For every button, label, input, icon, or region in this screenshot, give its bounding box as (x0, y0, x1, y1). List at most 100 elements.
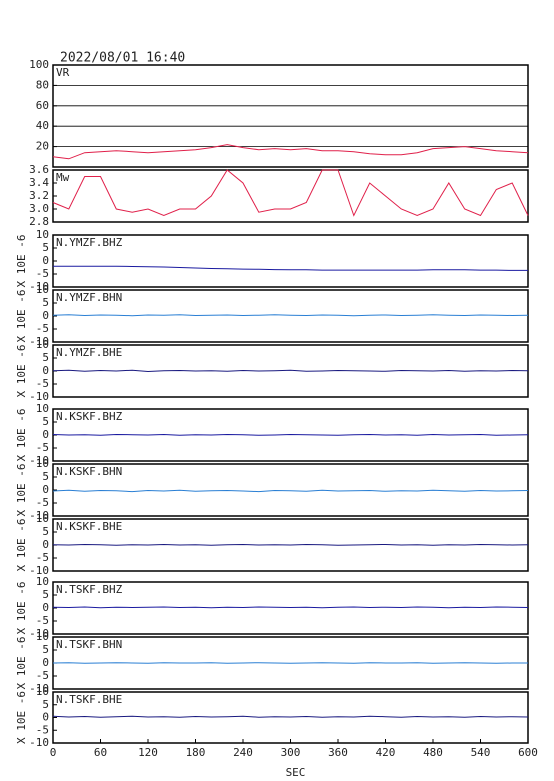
x-tick-label: 420 (376, 746, 396, 759)
y-tick-label: 5 (42, 415, 49, 428)
y-tick-label: 10 (36, 402, 49, 415)
y-tick-label: 3.2 (29, 189, 49, 202)
y-tick-label: -10 (29, 627, 49, 640)
y-tick-label: -5 (36, 267, 49, 280)
data-line (52, 169, 529, 217)
y-tick-label: -5 (36, 496, 49, 509)
x-axis-label: SEC (286, 766, 306, 779)
y-tick-label: 0 (42, 483, 49, 496)
y-tick-label: 10 (36, 630, 49, 643)
y-axis-label: X 10E -6 (15, 637, 28, 690)
y-tick-label: 10 (36, 338, 49, 351)
y-tick-label: -10 (29, 280, 49, 293)
panel-frame (52, 64, 529, 168)
x-tick-label: 480 (423, 746, 443, 759)
y-tick-label: 5 (42, 470, 49, 483)
y-tick-label: 40 (36, 119, 49, 132)
y-tick-label: 5 (42, 241, 49, 254)
y-tick-label: 20 (36, 140, 49, 153)
panel-label: VR (56, 66, 70, 79)
panel-frame (52, 581, 529, 635)
chart-title: 2022/08/01 16:40 (60, 51, 185, 66)
x-tick-label: 0 (50, 746, 57, 759)
y-tick-label: 0 (42, 309, 49, 322)
y-tick-label: -10 (29, 390, 49, 403)
y-tick-label: -10 (29, 454, 49, 467)
y-tick-label: 0 (42, 538, 49, 551)
panel-label: N.TSKF.BHE (56, 693, 122, 706)
y-tick-label: 0 (42, 711, 49, 724)
y-axis-label: X 10E -6 (15, 345, 28, 398)
data-line (52, 314, 529, 317)
y-tick-label: 2.8 (29, 215, 49, 228)
y-tick-label: 0 (42, 254, 49, 267)
y-tick-label: 10 (36, 283, 49, 296)
panel-frame (52, 344, 529, 398)
y-tick-label: 80 (36, 78, 49, 91)
panel-label: N.YMZF.BHN (56, 291, 122, 304)
data-line (52, 662, 528, 664)
x-tick-label: 240 (233, 746, 253, 759)
panel-label: N.KSKF.BHZ (56, 410, 123, 423)
x-tick-label: 60 (94, 746, 107, 759)
y-tick-label: -5 (36, 551, 49, 564)
y-axis-label: X 10E -6 (15, 290, 28, 343)
panel-label: N.YMZF.BHE (56, 346, 122, 359)
data-line (52, 606, 529, 609)
panel-label: N.TSKF.BHN (56, 638, 122, 651)
data-line (52, 144, 529, 160)
y-tick-label: 0 (42, 601, 49, 614)
y-axis-label: X 10E -6 (15, 235, 28, 288)
data-line (52, 489, 529, 493)
y-tick-label: -10 (29, 509, 49, 522)
x-tick-label: 360 (328, 746, 348, 759)
y-tick-label: -10 (29, 736, 49, 749)
y-tick-label: -5 (36, 322, 49, 335)
y-tick-label: 0 (42, 656, 49, 669)
x-tick-label: 300 (281, 746, 301, 759)
panel-label: N.TSKF.BHZ (56, 583, 123, 596)
y-tick-label: -5 (36, 723, 49, 736)
y-axis-label: X 10E -6 (15, 519, 28, 572)
y-tick-label: 10 (36, 512, 49, 525)
x-tick-label: 600 (518, 746, 538, 759)
y-tick-label: 10 (36, 228, 49, 241)
y-axis-label: X 10E -6 (15, 464, 28, 517)
y-tick-label: 5 (42, 351, 49, 364)
panel-frame (52, 234, 529, 288)
y-tick-label: 5 (42, 643, 49, 656)
y-tick-label: 100 (29, 58, 49, 71)
panel-label: Mw (56, 171, 70, 184)
data-line (53, 265, 528, 271)
panel-frame (52, 169, 529, 223)
panel-frame (52, 289, 529, 343)
panel-label: N.KSKF.BHE (56, 520, 122, 533)
data-line (52, 369, 529, 373)
y-tick-label: 3.6 (29, 163, 49, 176)
x-tick-label: 180 (186, 746, 206, 759)
y-axis-label: X 10E -6 (15, 691, 28, 744)
y-axis-label: X 10E -6 (15, 409, 28, 462)
x-tick-label: 540 (471, 746, 491, 759)
y-axis-label: X 10E -6 (15, 582, 28, 635)
panel-frame (52, 463, 529, 517)
y-tick-label: -5 (36, 614, 49, 627)
data-line (52, 715, 529, 718)
y-tick-label: -10 (29, 564, 49, 577)
data-line (52, 433, 529, 436)
y-tick-label: -5 (36, 669, 49, 682)
panel-label: N.YMZF.BHZ (56, 236, 123, 249)
y-tick-label: 0 (42, 364, 49, 377)
y-tick-label: -10 (29, 335, 49, 348)
data-line (52, 543, 529, 546)
y-tick-label: 3.4 (29, 176, 49, 189)
y-tick-label: 10 (36, 575, 49, 588)
y-tick-label: 5 (42, 525, 49, 538)
y-tick-label: 10 (36, 685, 49, 698)
x-tick-label: 120 (138, 746, 158, 759)
y-tick-label: -10 (29, 682, 49, 695)
y-tick-label: 5 (42, 588, 49, 601)
y-tick-label: 0 (42, 428, 49, 441)
y-tick-label: -5 (36, 441, 49, 454)
